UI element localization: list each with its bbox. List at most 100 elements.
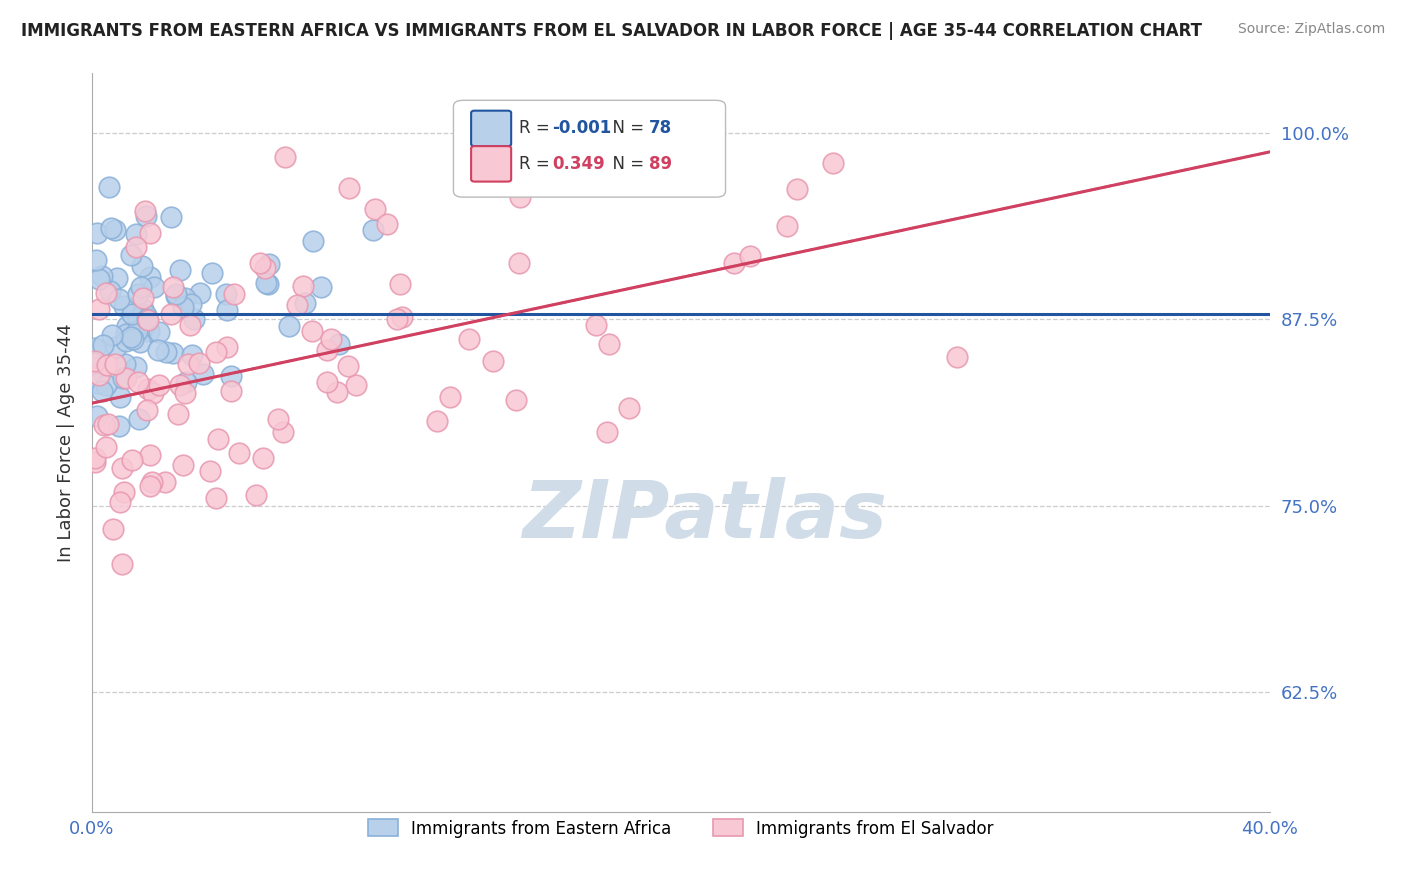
Point [112,299,135,313]
Point [274,150,297,164]
Point [695,145,717,160]
Point [115,327,138,342]
Point [108,292,131,306]
Point [776,219,799,233]
Point [104,357,127,371]
Point [364,202,387,216]
Point [121,307,143,321]
Point [83,455,105,469]
Text: 0.349: 0.349 [553,155,605,173]
Point [174,385,197,400]
Text: ZIPatlas: ZIPatlas [522,477,887,556]
Point [375,217,398,231]
Point [96,377,118,392]
Point [83,341,105,355]
Point [309,280,332,294]
Point [105,270,128,285]
Point [111,461,134,475]
Point [257,277,280,291]
Point [188,285,211,300]
Point [426,414,449,428]
Point [172,301,194,315]
Point [86,409,108,423]
Point [121,452,143,467]
Point [127,375,149,389]
Point [179,318,201,332]
FancyBboxPatch shape [471,111,512,146]
Point [87,368,110,383]
Point [108,418,131,433]
Point [83,354,105,368]
Point [193,368,215,382]
Point [180,348,202,362]
Point [257,257,280,271]
Point [98,284,121,298]
Point [136,382,159,396]
Point [131,291,153,305]
Point [121,332,143,346]
Point [217,302,239,317]
Point [292,279,315,293]
Point [249,255,271,269]
Point [114,357,136,371]
Point [114,371,136,385]
Point [127,310,149,325]
Point [162,346,184,360]
Text: Source: ZipAtlas.com: Source: ZipAtlas.com [1237,22,1385,37]
Point [120,248,142,262]
Point [385,311,408,326]
Point [254,276,277,290]
Point [166,407,188,421]
Point [215,286,238,301]
Point [315,343,337,358]
Point [277,318,299,333]
Point [301,325,323,339]
Point [139,226,162,240]
Point [337,359,360,374]
Point [87,271,110,285]
Text: R =: R = [519,155,555,173]
Point [945,350,967,364]
Point [96,440,118,454]
Point [115,318,138,333]
Point [160,307,183,321]
Point [91,269,114,284]
Point [180,297,202,311]
Point [598,337,620,351]
Point [128,334,150,349]
Point [585,318,607,332]
Legend: Immigrants from Eastern Africa, Immigrants from El Salvador: Immigrants from Eastern Africa, Immigran… [361,813,1001,844]
Point [174,291,197,305]
Point [86,376,108,390]
Point [165,287,187,301]
Point [153,475,176,489]
Point [285,298,308,312]
Point [125,360,148,375]
Point [111,557,134,571]
Point [155,344,177,359]
Point [617,401,640,415]
Point [129,279,152,293]
Point [148,325,170,339]
Point [169,378,191,392]
Point [482,354,505,368]
Text: N =: N = [602,120,650,137]
Point [219,368,242,383]
Point [159,211,181,225]
Point [83,356,105,370]
Point [131,259,153,273]
Point [134,204,156,219]
Point [125,324,148,338]
Point [254,261,277,276]
Point [391,310,413,324]
Point [245,488,267,502]
Point [738,249,761,263]
Point [124,240,146,254]
Text: R =: R = [519,120,555,137]
Point [176,375,198,389]
Point [135,312,157,326]
Point [294,296,316,310]
FancyBboxPatch shape [454,100,725,197]
Point [135,209,157,223]
Point [136,402,159,417]
